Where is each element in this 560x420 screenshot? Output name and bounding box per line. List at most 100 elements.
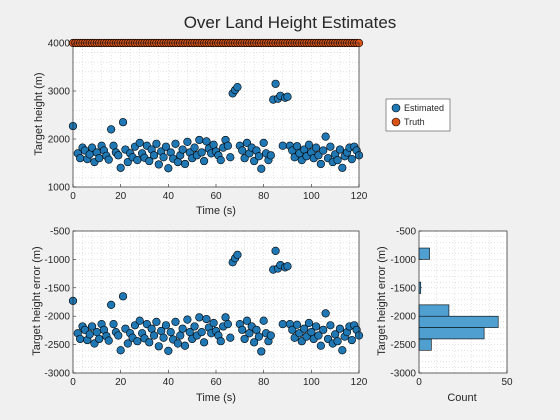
error-point bbox=[257, 347, 266, 356]
bottom-ytick-label: -2000 bbox=[44, 312, 70, 323]
bottom-scatter-axes: Time (s) Target height error (m) 0 20 40 60… bbox=[31, 227, 368, 405]
estimated-point bbox=[292, 142, 302, 151]
error-point bbox=[145, 338, 154, 347]
error-point bbox=[226, 333, 235, 342]
bottom-xtick-label: 120 bbox=[351, 377, 368, 388]
error-point bbox=[209, 318, 218, 328]
top-ytick-label: 2000 bbox=[48, 135, 71, 146]
bottom-xtick-label: 0 bbox=[70, 377, 76, 388]
error-point bbox=[116, 346, 125, 355]
estimated-point bbox=[271, 79, 280, 88]
error-point bbox=[95, 334, 104, 344]
error-point bbox=[104, 336, 113, 345]
legend-marker-estimated bbox=[391, 103, 401, 113]
top-ytick-label: 3000 bbox=[48, 87, 71, 98]
hist-ytick-label: -2000 bbox=[390, 312, 416, 323]
error-point bbox=[254, 332, 263, 341]
estimated-point bbox=[149, 151, 159, 160]
error-point bbox=[338, 346, 347, 355]
legend-entry-truth: Truth bbox=[404, 117, 425, 127]
error-point bbox=[152, 317, 161, 326]
ax2-border bbox=[72, 230, 360, 374]
top-y-label: Target height (m) bbox=[33, 72, 45, 155]
estimated-point bbox=[312, 143, 321, 152]
bottom-ytick-label: -2500 bbox=[44, 340, 70, 351]
estimated-point bbox=[199, 156, 209, 166]
top-xtick-label: 20 bbox=[115, 191, 127, 202]
error-point bbox=[314, 331, 323, 340]
estimated-point bbox=[254, 152, 263, 161]
estimated-point bbox=[333, 156, 342, 165]
error-point bbox=[321, 309, 330, 318]
estimated-point bbox=[190, 143, 199, 152]
error-point bbox=[326, 321, 335, 330]
figure-title: Over Land Height Estimates bbox=[184, 13, 397, 32]
error-point bbox=[242, 316, 252, 325]
top-xtick-label: 40 bbox=[163, 191, 175, 202]
estimated-point bbox=[195, 135, 204, 145]
error-point bbox=[252, 325, 261, 334]
estimated-point bbox=[152, 139, 161, 148]
top-xtick-label: 0 bbox=[70, 191, 76, 202]
estimated-point bbox=[133, 156, 142, 165]
hist-ytick-label: -3000 bbox=[390, 369, 416, 380]
error-point bbox=[319, 325, 328, 334]
bottom-xtick-label: 60 bbox=[210, 377, 222, 388]
error-point bbox=[245, 329, 254, 338]
estimated-point bbox=[223, 141, 233, 150]
ax1-border bbox=[72, 42, 360, 188]
estimated-point bbox=[259, 138, 268, 147]
estimated-point bbox=[161, 142, 171, 151]
error-point bbox=[114, 331, 123, 340]
error-point bbox=[333, 337, 342, 346]
error-point bbox=[161, 321, 171, 330]
estimated-point bbox=[226, 153, 235, 162]
error-point bbox=[238, 325, 247, 334]
bottom-xtick-label: 40 bbox=[163, 377, 175, 388]
estimated-point bbox=[278, 141, 287, 150]
estimated-point bbox=[116, 163, 125, 172]
error-point bbox=[109, 320, 118, 329]
bottom-ytick-label: -500 bbox=[50, 227, 70, 238]
estimated-point bbox=[107, 125, 116, 134]
estimated-point bbox=[171, 139, 180, 148]
error-point bbox=[154, 342, 163, 351]
hist-plot-area bbox=[419, 231, 507, 373]
top-scatter-axes: Time (s) Target height (m) 0 20 40 60 80 100 1… bbox=[33, 39, 368, 218]
estimated-point bbox=[135, 138, 144, 147]
top-xtick-label: 80 bbox=[258, 191, 270, 202]
error-point bbox=[300, 324, 309, 333]
bottom-ytick-label: -1500 bbox=[44, 283, 70, 294]
error-point bbox=[240, 334, 249, 344]
error-point bbox=[190, 322, 199, 331]
estimated-point bbox=[178, 145, 187, 154]
hist-y-label: Target height error (m) bbox=[376, 246, 388, 355]
top-x-label: Time (s) bbox=[196, 205, 236, 217]
error-point bbox=[266, 331, 275, 340]
estimated-point bbox=[159, 153, 168, 162]
estimated-point bbox=[202, 137, 211, 146]
estimated-point bbox=[326, 142, 335, 151]
error-point bbox=[335, 324, 345, 333]
estimated-point bbox=[238, 146, 247, 155]
error-point bbox=[76, 334, 85, 344]
estimated-point bbox=[197, 148, 206, 157]
estimated-point bbox=[316, 159, 325, 169]
error-point bbox=[135, 316, 144, 325]
error-point bbox=[223, 320, 233, 329]
top-xtick-label: 100 bbox=[303, 191, 320, 202]
error-point bbox=[250, 338, 259, 347]
legend-entry-estimated: Estimated bbox=[404, 103, 444, 113]
hist-ytick-label: -1500 bbox=[390, 283, 416, 294]
bottom-ytick-label: -3000 bbox=[44, 369, 70, 380]
error-point bbox=[292, 320, 302, 329]
estimated-point bbox=[154, 160, 163, 169]
estimated-point bbox=[257, 164, 266, 173]
error-point bbox=[85, 330, 94, 339]
error-point bbox=[199, 338, 209, 347]
estimated-point bbox=[95, 154, 104, 163]
estimated-point bbox=[335, 145, 345, 154]
estimated-point bbox=[266, 151, 275, 160]
error-point bbox=[171, 317, 180, 326]
